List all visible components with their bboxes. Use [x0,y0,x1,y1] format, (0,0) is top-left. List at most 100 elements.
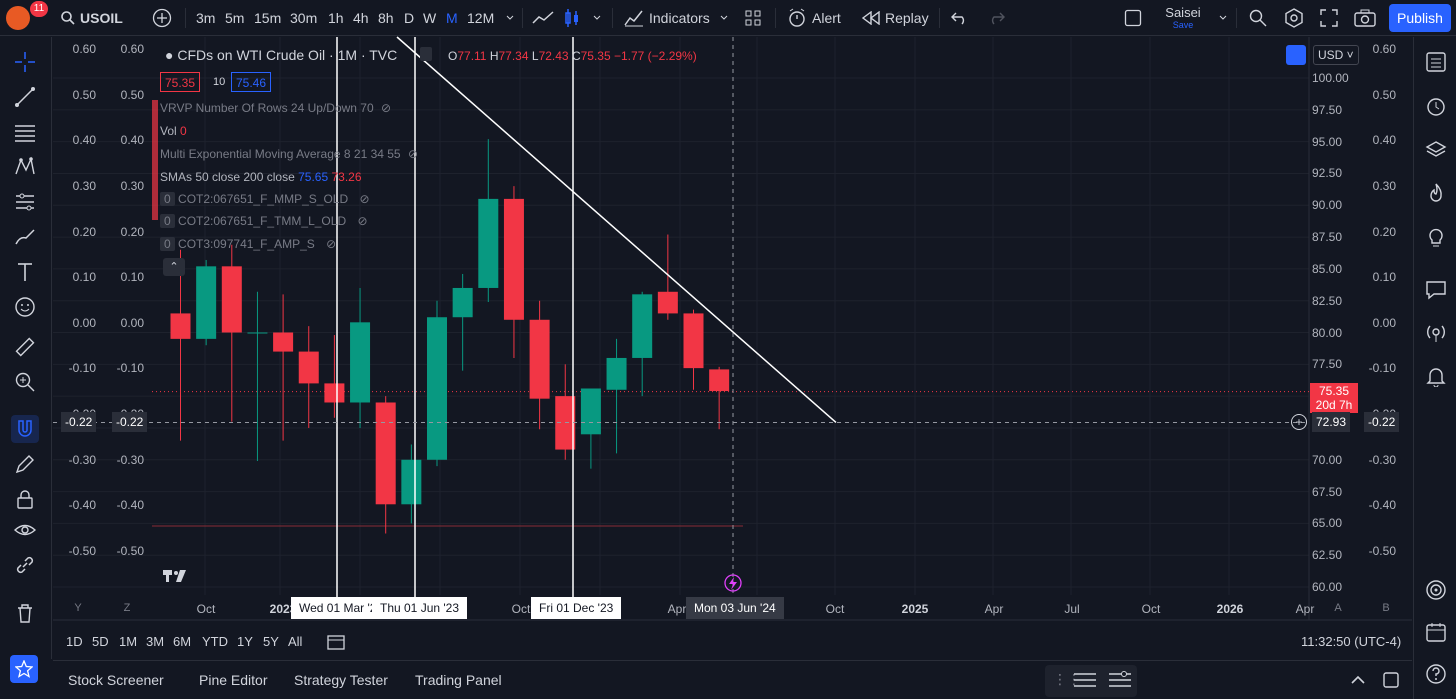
study-mema[interactable]: Multi Exponential Moving Average 8 21 34… [160,147,419,161]
undo-icon[interactable] [951,0,969,36]
emoji-icon[interactable] [12,294,38,320]
drag-handle-icon[interactable]: ⋮⋮ [1053,671,1081,687]
eye-off-icon[interactable]: ⊘ [326,237,337,251]
avatar[interactable] [6,6,30,30]
lightning-icon[interactable] [724,574,742,592]
fullscreen-layout-icon[interactable] [1124,0,1142,36]
candles-icon[interactable] [563,0,581,36]
interval-15m[interactable]: 15m [254,10,282,26]
chevron-up-icon[interactable] [1349,671,1367,694]
study-vrvp[interactable]: VRVP Number Of Rows 24 Up/Down 70 ⊘ [160,101,392,115]
scale-toggle[interactable]: A [1334,602,1342,614]
chevron-down-icon[interactable] [592,0,602,36]
legend-collapse-icon[interactable] [420,47,432,61]
trash-icon[interactable] [12,600,38,626]
study-cot-1[interactable]: 0 COT2:067651_F_MMP_S_OLD ⊘ [160,192,370,206]
ruler-icon[interactable] [12,334,38,360]
eye-off-icon[interactable]: ⊘ [381,101,392,115]
currency-select[interactable]: USD ˅ [1313,45,1359,65]
compare-button[interactable] [152,0,172,36]
indicators-button[interactable]: Indicators [624,0,710,36]
tab-stock-screener[interactable]: Stock Screener [68,672,164,688]
alert-button[interactable]: Alert [787,0,841,36]
tab-pine-editor[interactable]: Pine Editor [199,672,268,688]
ask-price[interactable]: 75.46 [231,72,272,92]
link-icon[interactable] [12,552,38,578]
magnet-icon[interactable] [11,415,39,443]
trend-line[interactable] [396,36,837,424]
fullscreen-icon[interactable] [1320,0,1338,36]
pattern-icon[interactable] [12,154,38,180]
zoom-in-icon[interactable] [12,369,38,395]
settings-icon[interactable] [1284,0,1304,36]
alerts-clock-icon[interactable] [1423,93,1449,119]
interval-8h[interactable]: 8h [378,10,394,26]
help-icon[interactable] [1423,661,1449,687]
date-range-icon[interactable] [326,627,346,657]
scale-toggle[interactable]: B [1382,602,1390,614]
add-alert-plus-icon[interactable]: + [1291,414,1307,430]
layers-icon[interactable] [1423,137,1449,163]
interval-D[interactable]: D [404,10,415,26]
eye-off-icon[interactable]: ⊘ [359,192,370,206]
calendar-icon[interactable] [1423,619,1449,645]
range-6M[interactable]: 6M [173,634,192,649]
watchlist-icon[interactable] [1423,49,1449,75]
streams-icon[interactable] [1423,320,1449,346]
study-vol[interactable]: Vol 0 [160,124,187,138]
range-5Y[interactable]: 5Y [263,634,279,649]
text-icon[interactable] [12,259,38,285]
watchlist-star-icon[interactable] [10,655,38,683]
interval-30m[interactable]: 30m [290,10,318,26]
range-1M[interactable]: 1M [119,634,138,649]
notifications-bell-icon[interactable] [1423,363,1449,389]
range-1Y[interactable]: 1Y [237,634,253,649]
ideas-bulb-icon[interactable] [1423,224,1449,250]
interval-1h[interactable]: 1h [328,10,344,26]
range-All[interactable]: All [288,634,303,649]
interval-M[interactable]: M [446,10,458,26]
lock-icon[interactable] [12,486,38,512]
brush-icon[interactable] [12,224,38,250]
lock-pencil-icon[interactable] [12,451,38,477]
quick-search-icon[interactable] [1248,0,1268,36]
line-chart-icon[interactable] [532,0,554,36]
fib-icon[interactable] [12,119,38,145]
chat-icon[interactable] [1423,277,1449,303]
tab-strategy-tester[interactable]: Strategy Tester [294,672,388,688]
hotlist-fire-icon[interactable] [1423,180,1449,206]
tab-trading-panel[interactable]: Trading Panel [415,672,502,688]
range-YTD[interactable]: YTD [202,634,228,649]
crosshair-icon[interactable] [12,49,38,75]
panel-list-icon[interactable] [1073,670,1097,695]
range-5D[interactable]: 5D [92,634,109,649]
scale-toggle[interactable]: Z [123,602,131,614]
range-3M[interactable]: 3M [146,634,165,649]
study-cot-2[interactable]: 0 COT2:067651_F_TMM_L_OLD ⊘ [160,214,368,228]
projection-icon[interactable] [12,189,38,215]
chevron-down-icon[interactable] [719,0,729,36]
chart-legend-title[interactable]: ● CFDs on WTI Crude Oil · 1M · TVC [165,47,398,63]
camera-icon[interactable] [1354,0,1376,36]
trend-line-icon[interactable] [12,84,38,110]
collapse-legend-button[interactable]: ⌃ [163,258,185,276]
symbol-search[interactable]: USOIL [60,0,123,36]
interval-4h[interactable]: 4h [353,10,369,26]
panel-object-tree-icon[interactable] [1108,670,1132,695]
eye-icon[interactable] [12,517,38,543]
clock-timezone[interactable]: 11:32:50 (UTC-4) [1301,634,1402,649]
target-icon[interactable] [1423,577,1449,603]
chevron-down-icon[interactable] [505,0,515,36]
study-sma[interactable]: SMAs 50 close 200 close 75.65 73.26 [160,170,362,184]
interval-5m[interactable]: 5m [225,10,245,26]
auto-scale-icon[interactable] [1286,45,1306,65]
publish-button[interactable]: Publish [1389,4,1451,32]
interval-W[interactable]: W [423,10,437,26]
layout-name[interactable]: Saisei Save [1163,5,1203,30]
eye-off-icon[interactable]: ⊘ [407,147,419,161]
eye-off-icon[interactable]: ⊘ [357,214,368,228]
scale-toggle[interactable]: Y [74,602,82,614]
interval-12M[interactable]: 12M [467,10,495,26]
chevron-down-icon[interactable] [1218,0,1228,36]
study-cot-3[interactable]: 0 COT3:097741_F_AMP_S ⊘ [160,237,336,251]
